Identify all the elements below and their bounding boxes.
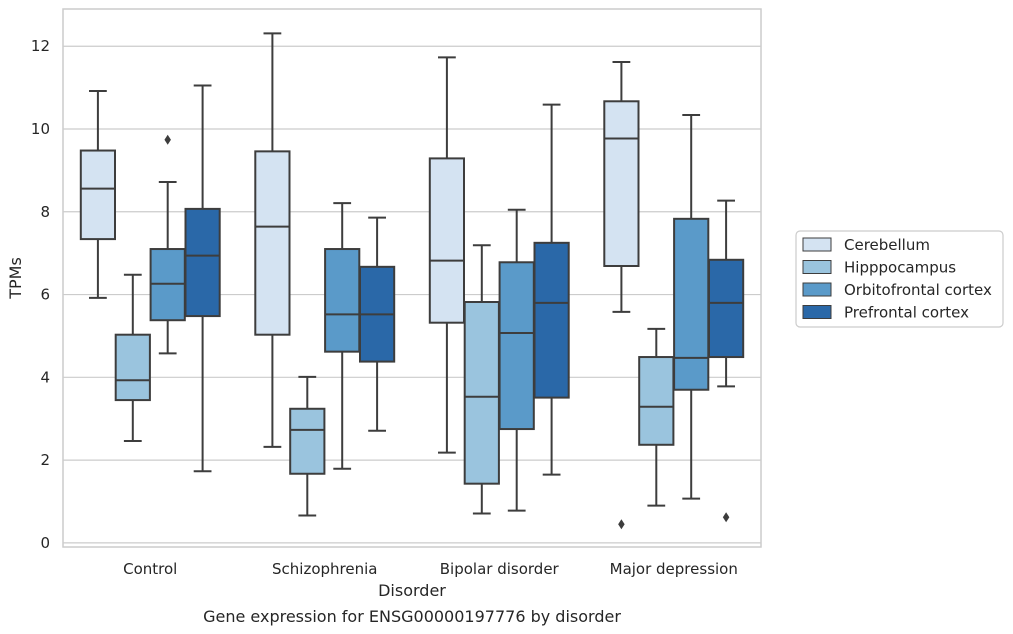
iqr-box [533,241,570,399]
outlier-point [722,512,730,523]
box-orbitofrontal-cortex [149,134,186,355]
legend-swatch [802,237,832,252]
x-tick-label: Control [123,560,177,578]
box-cerebellum [603,60,640,530]
legend-swatch [802,260,832,274]
legend-label: Hipppocampus [844,259,956,277]
legend-label: Cerebellum [844,236,930,254]
iqr-box [498,261,535,431]
box-orbitofrontal-cortex [498,208,535,512]
y-axis-ticks: 0 2 4 6 8 10 12 [31,37,50,552]
legend-label: Orbitofrontal cortex [844,281,992,299]
y-tick-label: 0 [40,534,50,552]
legend-swatch [802,305,832,319]
y-tick-label: 2 [40,451,50,469]
box-prefrontal-cortex [707,199,745,523]
x-axis-label: Disorder [378,581,446,600]
iqr-box [428,157,466,324]
box-hipppocampus [638,327,675,507]
x-tick-label: Schizophrenia [272,560,377,578]
box-cerebellum [254,32,291,448]
box-prefrontal-cortex [533,103,570,476]
box-cerebellum [79,89,117,299]
chart-caption: Gene expression for ENSG00000197776 by d… [203,607,621,626]
box-orbitofrontal-cortex [673,113,710,500]
box-prefrontal-cortex [184,84,221,473]
y-axis-label: TPMs [6,257,25,300]
box-hipppocampus [114,273,151,443]
box-groups [79,32,745,530]
iqr-box [707,258,745,359]
legend-label: Prefrontal cortex [844,304,969,322]
iqr-box [463,301,500,485]
y-tick-label: 12 [31,37,50,55]
y-tick-label: 8 [40,203,50,221]
box-hipppocampus [289,375,326,517]
box-cerebellum [428,56,466,454]
legend-frame [795,230,1004,328]
outlier-point [618,519,625,530]
box-orbitofrontal-cortex [324,202,361,470]
box-prefrontal-cortex [358,216,396,432]
x-tick-label: Bipolar disorder [440,560,560,578]
iqr-box [324,248,361,353]
iqr-box [603,100,640,267]
iqr-box [254,150,291,336]
iqr-box [673,217,710,391]
iqr-box [114,333,151,402]
legend-swatch [802,282,832,297]
legend: Cerebellum Hipppocampus Orbitofrontal cort… [795,230,1004,328]
y-tick-label: 10 [31,120,50,138]
iqr-box [79,149,117,241]
x-tick-label: Major depression [610,560,738,578]
x-axis-ticks: Control Schizophrenia Bipolar disorder Majo… [123,560,738,578]
outlier-point [164,134,171,145]
iqr-box [184,207,221,318]
y-tick-label: 4 [40,368,50,386]
iqr-box [638,356,675,446]
y-tick-label: 6 [40,286,50,304]
plot-frame [62,8,762,548]
iqr-box [289,407,326,475]
